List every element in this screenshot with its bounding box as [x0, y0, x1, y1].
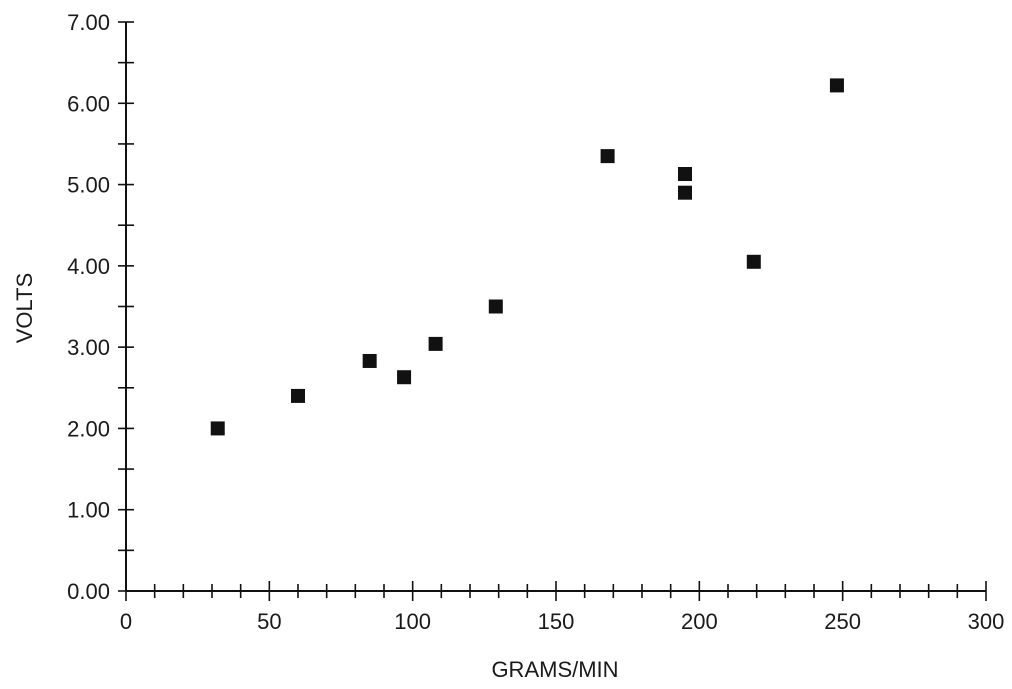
y-tick-label: 2.00: [67, 416, 110, 441]
y-tick-label: 3.00: [67, 335, 110, 360]
y-axis: 0.00 1.00 2.00 3.00 4.00 5.00 6.00 7.00: [67, 10, 134, 604]
y-tick-label: 4.00: [67, 254, 110, 279]
y-axis-title: VOLTS: [12, 273, 37, 344]
x-axis: 0 50 100 150 200 250 300: [120, 581, 1004, 634]
data-point: [678, 185, 692, 200]
data-points: [210, 78, 844, 436]
x-tick-label: 300: [968, 609, 1005, 634]
y-tick-label: 0.00: [67, 579, 110, 604]
x-tick-label: 150: [538, 609, 575, 634]
data-point: [291, 388, 305, 403]
x-tick-label: 100: [394, 609, 431, 634]
x-tick-label: 50: [257, 609, 281, 634]
y-tick-label: 1.00: [67, 498, 110, 523]
x-tick-label: 200: [681, 609, 718, 634]
data-point: [746, 254, 761, 269]
data-point: [488, 299, 503, 314]
y-tick-label: 5.00: [67, 173, 110, 198]
y-tick-label: 6.00: [67, 91, 110, 116]
data-point: [210, 421, 225, 436]
x-tick-label: 0: [120, 609, 132, 634]
data-point: [362, 353, 377, 368]
data-point: [829, 78, 844, 93]
data-point: [600, 149, 615, 164]
data-point: [397, 370, 412, 385]
x-axis-title: GRAMS/MIN: [491, 657, 618, 682]
x-tick-label: 250: [824, 609, 861, 634]
y-tick-label: 7.00: [67, 10, 110, 35]
data-point: [678, 167, 692, 182]
data-point: [428, 336, 443, 351]
